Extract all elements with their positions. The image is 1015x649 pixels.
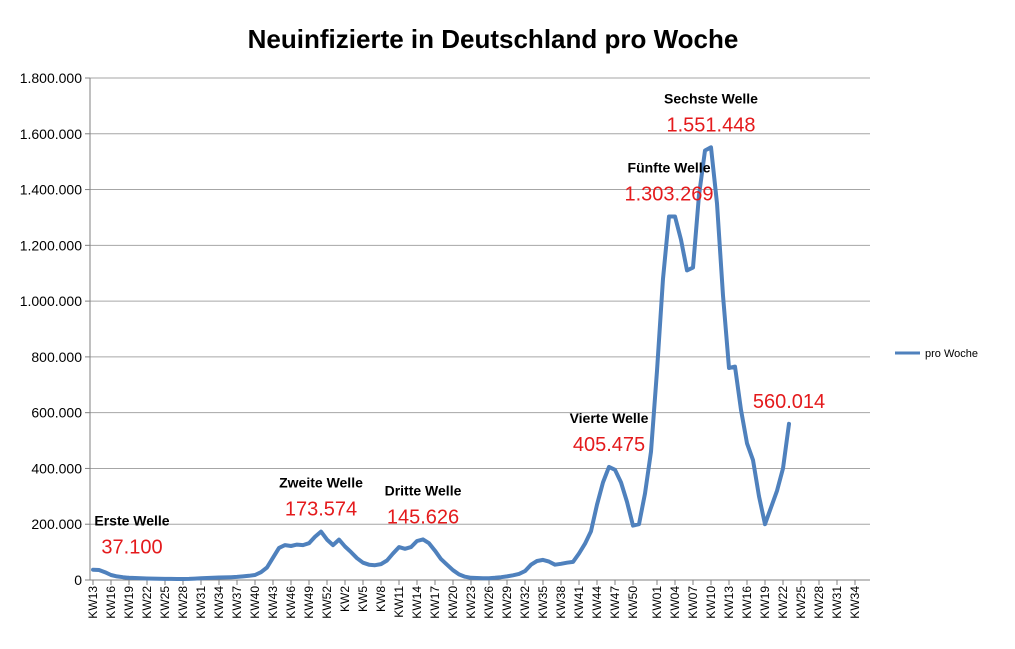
x-tick-label: KW40 [248,586,262,619]
x-tick-label: KW07 [686,586,700,619]
legend-label: pro Woche [925,348,978,360]
wave-value-label: 1.303.269 [625,184,714,206]
x-tick-label: KW43 [266,586,280,619]
y-tick-label: 1.400.000 [20,182,82,198]
gridlines [85,77,870,585]
wave-name-label: Zweite Welle [279,475,363,491]
x-tick-label: KW26 [482,586,496,619]
x-tick-label: KW19 [122,586,136,619]
x-tick-label: KW22 [140,586,154,619]
wave-name-label: Erste Welle [94,513,169,529]
x-tick-label: KW04 [668,586,682,619]
wave-value-label: 145.626 [387,506,459,528]
y-tick-label: 800.000 [31,349,82,365]
y-tick-label: 400.000 [31,460,82,476]
wave-value-label: 1.551.448 [667,114,756,136]
x-tick-label: KW25 [794,586,808,619]
wave-value-label: 173.574 [285,499,357,521]
x-tick-label: KW2 [338,586,352,612]
y-tick-label: 1.200.000 [20,237,82,253]
x-tick-label: KW28 [812,586,826,619]
x-tick-label: KW5 [356,586,370,612]
x-tick-label: KW46 [284,586,298,619]
y-tick-label: 0 [74,572,82,588]
x-tick-label: KW10 [704,586,718,619]
wave-name-label: Sechste Welle [664,90,758,106]
x-tick-label: KW37 [230,586,244,619]
x-tick-label: KW22 [776,586,790,619]
wave-name-label: Vierte Welle [570,410,649,426]
wave-value-label: 405.475 [573,434,645,456]
x-tick-label: KW25 [158,586,172,619]
x-tick-label: KW8 [374,586,388,612]
wave-name-label: Fünfte Welle [628,160,711,176]
series-layer [91,145,791,581]
x-tick-label: KW13 [86,586,100,619]
x-tick-label: KW11 [392,586,406,618]
annotations: Erste Welle 37.100 Zweite Welle 173.574 Drit… [94,90,825,558]
x-tick-label: KW17 [428,586,442,619]
chart-title: Neuinfizierte in Deutschland pro Woche [248,24,739,54]
x-tick-label: KW32 [518,586,532,619]
wave-value-label: 560.014 [753,391,825,413]
x-tick-label: KW41 [572,586,586,619]
x-tick-label: KW34 [212,586,226,619]
x-tick-label: KW14 [410,586,424,619]
x-tick-label: KW52 [320,586,334,619]
x-tick-label: KW47 [608,586,622,619]
x-tick-label: KW49 [302,586,316,619]
x-tick-label: KW44 [590,586,604,619]
x-tick-label: KW29 [500,586,514,619]
x-tick-label: KW31 [194,586,208,619]
x-tick-label: KW13 [722,586,736,619]
legend: pro Woche [895,348,978,360]
wave-value-label: 37.100 [101,537,162,559]
y-tick-label: 1.800.000 [20,70,82,86]
y-axis-labels: 0 200.000 400.000 600.000 800.000 1.000.000 1.… [20,70,83,588]
x-tick-label: KW16 [740,586,754,619]
x-tick-label: KW28 [176,586,190,619]
y-tick-label: 1.600.000 [20,126,82,142]
y-tick-label: 200.000 [31,516,82,532]
x-tick-label: KW31 [830,586,844,619]
x-tick-label: KW19 [758,586,772,619]
x-tick-label: KW01 [650,586,664,619]
x-tick-label: KW50 [626,586,640,619]
x-tick-label: KW38 [554,586,568,619]
x-tick-label: KW35 [536,586,550,619]
x-tick-label: KW16 [104,586,118,619]
x-tick-label: KW23 [464,586,478,619]
x-tick-label: KW20 [446,586,460,619]
wave-name-label: Dritte Welle [385,482,462,498]
y-tick-label: 1.000.000 [20,293,82,309]
x-tick-label: KW34 [848,586,862,619]
series-line-0 [91,145,791,581]
y-tick-label: 600.000 [31,405,82,421]
x-axis-labels: KW13 KW16 KW19 KW22 KW25 KW28 KW31 KW34 KW37 KW40… [86,586,862,619]
